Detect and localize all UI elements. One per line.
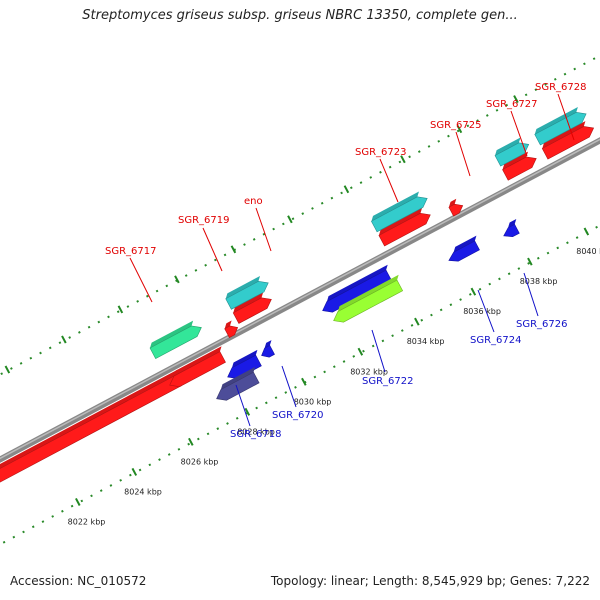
rna-sgr6723[interactable] — [370, 190, 430, 233]
scale-label: 8024 kbp — [124, 487, 162, 496]
scale-label: 8032 kbp — [350, 367, 388, 376]
gene-leader-line — [129, 257, 153, 303]
upper-major-tick — [4, 365, 11, 374]
scale-label: 8036 kbp — [463, 307, 501, 316]
upper-major-tick — [117, 305, 124, 314]
map-title: Streptomyces griseus subsp. griseus NBRC… — [82, 8, 518, 23]
scale-label: 8030 kbp — [294, 397, 332, 406]
rna-reverse-sgr6718[interactable] — [212, 366, 263, 404]
scale-major-tick — [75, 497, 81, 506]
gene-leader-line — [371, 329, 386, 373]
scale-major-tick — [357, 347, 364, 356]
gene-leader-line — [281, 365, 297, 408]
gene-label-forward[interactable]: SGR_6728 — [535, 82, 587, 93]
gene-leader-line — [557, 93, 575, 141]
scale-label: 8026 kbp — [181, 457, 219, 466]
upper-major-tick — [174, 275, 180, 284]
rna-sgr6727[interactable] — [493, 136, 531, 167]
upper-major-tick — [400, 155, 406, 164]
cds-reverse-sgr6720[interactable] — [257, 340, 278, 360]
rna-eno[interactable] — [224, 274, 271, 310]
scale-major-tick — [527, 257, 533, 266]
gene-leader-line — [255, 207, 272, 252]
rna-sgr6728[interactable] — [533, 105, 589, 146]
gene-label-forward[interactable]: eno — [244, 196, 263, 207]
cds-reverse-sgr6726[interactable] — [500, 218, 523, 240]
gene-leader-line — [477, 289, 495, 333]
upper-major-tick — [61, 335, 67, 344]
scale-label: 8028 kbp — [237, 427, 275, 436]
scale-label: 8022 kbp — [68, 517, 106, 526]
upper-major-tick — [287, 215, 293, 224]
gene-leader-line — [202, 227, 223, 272]
upper-major-tick — [343, 185, 350, 194]
scale-label: 8040 kbp — [576, 247, 600, 256]
gene-label-reverse[interactable]: SGR_6718 — [230, 429, 282, 440]
scale-major-tick — [414, 317, 420, 326]
scale-label: 8038 kbp — [520, 277, 558, 286]
upper-major-tick — [456, 125, 463, 134]
scale-major-tick — [583, 227, 590, 236]
gene-label-reverse[interactable]: SGR_6722 — [362, 376, 414, 387]
gene-label-forward[interactable]: SGR_6727 — [486, 99, 538, 110]
gene-leader-line — [235, 384, 251, 427]
backbone-highlight — [0, 101, 600, 497]
cds-forward-sgr6719[interactable] — [223, 320, 240, 338]
scale-label: 8034 kbp — [407, 337, 445, 346]
scale-major-tick — [301, 377, 307, 386]
gene-label-forward[interactable]: SGR_6717 — [105, 246, 157, 257]
cds-forward-sgr6728[interactable] — [540, 119, 596, 160]
gene-label-reverse[interactable]: SGR_6724 — [470, 335, 522, 346]
scale-major-tick — [188, 437, 194, 446]
rna-reverse-sgr6722[interactable] — [329, 274, 406, 326]
lower-ruler — [0, 168, 600, 565]
gene-label-forward[interactable]: SGR_6725 — [430, 120, 482, 131]
genome-summary-text: Topology: linear; Length: 8,545,929 bp; … — [270, 574, 590, 588]
gene-label-forward[interactable]: SGR_6719 — [178, 215, 230, 226]
upper-major-tick — [230, 245, 237, 254]
upper-major-tick — [513, 95, 519, 104]
scale-major-tick — [244, 407, 251, 416]
gene-label-reverse[interactable]: SGR_6726 — [516, 319, 568, 330]
gene-leader-line — [455, 131, 471, 177]
cds-forward-sgr6723[interactable] — [377, 206, 433, 247]
gene-leader-line — [379, 158, 399, 203]
backbone-line — [0, 100, 600, 500]
gene-leader-line — [523, 272, 539, 317]
scale-major-tick — [131, 467, 138, 476]
rna-sgr6717[interactable] — [148, 319, 204, 360]
cds-reverse-sgr6724[interactable] — [445, 235, 483, 265]
accession-text: Accession: NC_010572 — [10, 574, 147, 588]
gene-label-reverse[interactable]: SGR_6720 — [272, 410, 324, 421]
scale-major-tick — [470, 287, 477, 296]
cds-forward-eno[interactable] — [231, 291, 274, 324]
cds-reverse-gene[interactable] — [165, 346, 229, 390]
cds-reverse-block[interactable] — [0, 369, 185, 515]
cds-forward-sgr6727[interactable] — [501, 150, 539, 181]
gene-leader-line — [510, 110, 528, 157]
cds-forward-sgr6725[interactable] — [447, 198, 465, 217]
gene-label-forward[interactable]: SGR_6723 — [355, 147, 407, 158]
